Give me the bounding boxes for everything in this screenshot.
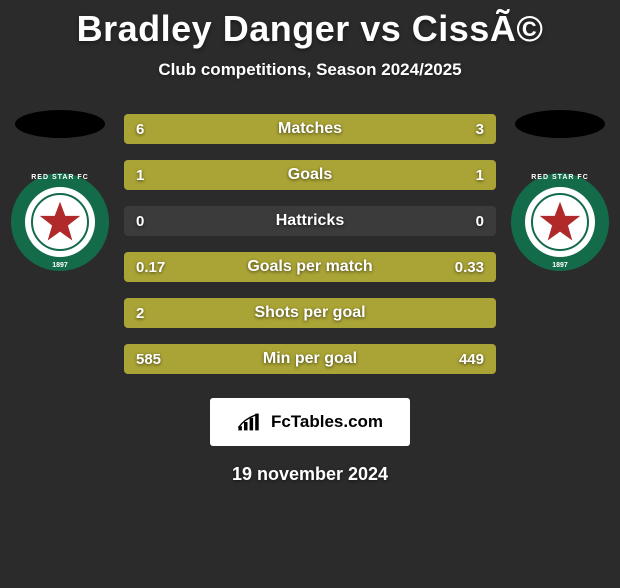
stat-label: Hattricks	[124, 212, 496, 230]
right-player-column: RED STAR FC 1897	[510, 110, 610, 271]
stat-value-right: 3	[476, 121, 484, 138]
stat-label: Min per goal	[124, 350, 496, 368]
right-club-badge: RED STAR FC 1897	[511, 173, 609, 271]
badge-top-text: RED STAR FC	[511, 174, 609, 181]
stat-row: 0Hattricks0	[124, 206, 496, 236]
stat-row: 585Min per goal449	[124, 344, 496, 374]
badge-inner-ring	[525, 187, 595, 257]
stat-value-right: 0	[476, 213, 484, 230]
stat-value-right: 449	[459, 351, 484, 368]
player-silhouette-shadow	[515, 110, 605, 138]
badge-inner-ring2	[31, 193, 89, 251]
stats-container: 6Matches3 1Goals1 0Hattricks0 0.17Goals per…	[110, 114, 510, 374]
logo-text: FcTables.com	[271, 412, 383, 432]
stat-row: 6Matches3	[124, 114, 496, 144]
stat-label: Shots per goal	[124, 304, 496, 322]
stat-label: Goals	[124, 166, 496, 184]
stat-row: 2Shots per goal	[124, 298, 496, 328]
stat-label: Goals per match	[124, 258, 496, 276]
stat-row: 0.17Goals per match0.33	[124, 252, 496, 282]
page-subtitle: Club competitions, Season 2024/2025	[0, 60, 620, 80]
left-player-column: RED STAR FC 1897	[10, 110, 110, 271]
logo-signal-icon	[237, 412, 265, 432]
badge-top-text: RED STAR FC	[11, 174, 109, 181]
left-club-badge: RED STAR FC 1897	[11, 173, 109, 271]
stat-value-right: 0.33	[455, 259, 484, 276]
stat-label: Matches	[124, 120, 496, 138]
badge-inner-ring2	[531, 193, 589, 251]
stat-value-right: 1	[476, 167, 484, 184]
comparison-layout: RED STAR FC 1897 6Matches3 1Goals1 0Hattri…	[0, 110, 620, 374]
site-logo[interactable]: FcTables.com	[210, 398, 410, 446]
date-label: 19 november 2024	[0, 464, 620, 485]
player-silhouette-shadow	[15, 110, 105, 138]
stat-row: 1Goals1	[124, 160, 496, 190]
star-icon	[538, 200, 582, 244]
badge-inner-ring	[25, 187, 95, 257]
page-title: Bradley Danger vs CissÃ©	[0, 8, 620, 50]
badge-bottom-text: 1897	[511, 262, 609, 269]
star-icon	[38, 200, 82, 244]
badge-bottom-text: 1897	[11, 262, 109, 269]
